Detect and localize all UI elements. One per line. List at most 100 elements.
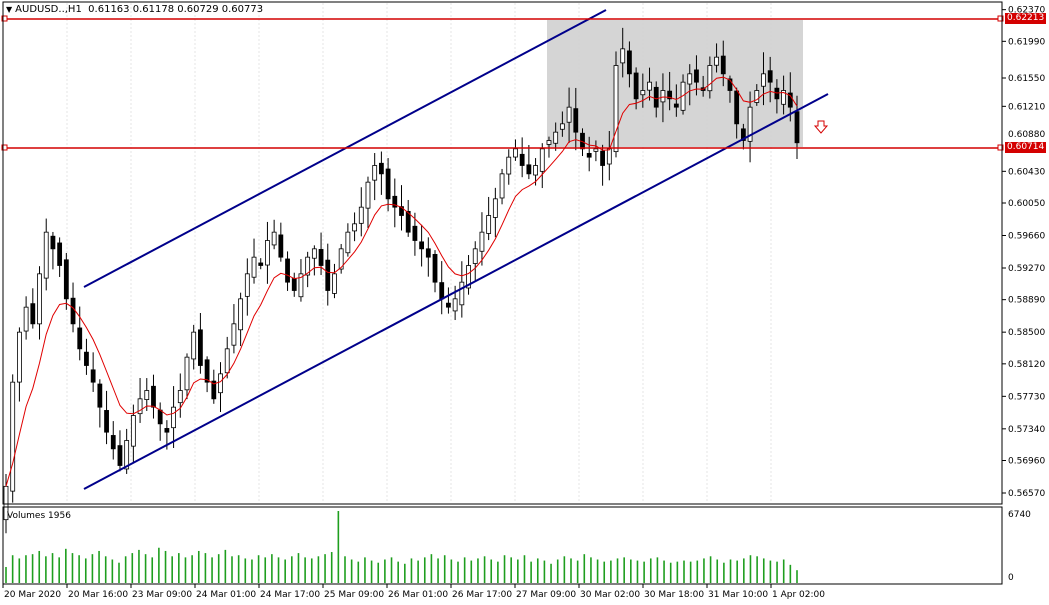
resistance-level-handle-right[interactable] <box>997 15 1004 22</box>
candle <box>586 136 592 172</box>
current-level-handle-right[interactable] <box>997 144 1004 151</box>
candle <box>499 168 505 205</box>
chart-header: ▼ AUDUSD..,H1 0.61163 0.61178 0.60729 0.6… <box>6 4 263 15</box>
candle <box>265 221 270 284</box>
candle <box>238 292 244 347</box>
candlesticks <box>3 27 800 534</box>
candle <box>419 224 425 267</box>
candle <box>63 253 69 310</box>
candle <box>466 255 471 295</box>
time-axis-label: 30 Mar 18:00 <box>644 590 704 600</box>
candle <box>553 122 559 151</box>
time-axis-label: 27 Mar 09:00 <box>516 590 576 600</box>
candle <box>761 52 766 106</box>
candle <box>244 258 250 316</box>
candle <box>372 153 378 201</box>
candle <box>774 79 780 114</box>
candle <box>714 43 719 73</box>
volume-axis-max: 6740 <box>1008 510 1031 520</box>
price-axis-label: 0.56960 <box>1008 457 1045 467</box>
time-axis-label: 24 Mar 01:00 <box>196 590 256 600</box>
price-axis-label: 0.58500 <box>1008 328 1045 338</box>
candle <box>151 374 156 419</box>
candle <box>311 245 317 276</box>
candle <box>285 251 290 291</box>
dropdown-triangle-icon[interactable]: ▼ <box>6 5 13 14</box>
candle <box>754 84 760 106</box>
current-price-label: 0.60714 <box>1005 142 1047 153</box>
candle <box>338 243 344 274</box>
candle <box>620 27 626 78</box>
volume-header: Volumes 1956 <box>7 511 71 521</box>
candle <box>660 73 666 123</box>
candle <box>37 266 42 340</box>
candle <box>104 390 109 445</box>
price-axis: 0.62370 0.61990 0.61550 0.61210 0.60430 0.600… <box>1002 6 1045 499</box>
candle <box>653 81 659 118</box>
candle <box>405 199 411 237</box>
candle <box>177 373 183 418</box>
candle <box>479 212 485 266</box>
candle <box>432 250 438 293</box>
price-axis-label-extra: 0.60880 <box>1008 130 1045 140</box>
candle <box>734 87 740 139</box>
candle <box>378 151 384 195</box>
candle <box>539 143 545 189</box>
time-axis-label: 30 Mar 02:00 <box>580 590 640 600</box>
candle <box>513 139 518 161</box>
candle <box>197 312 203 374</box>
candle <box>117 430 123 472</box>
time-axis-label: 1 Apr 02:00 <box>772 590 825 600</box>
candle <box>57 237 63 277</box>
candle <box>332 263 337 299</box>
candle <box>77 306 83 361</box>
candle <box>218 362 223 413</box>
price-axis-label: 0.57340 <box>1008 425 1045 435</box>
candle <box>747 91 753 163</box>
price-axis-label: 0.60050 <box>1008 199 1045 209</box>
resistance-level-handle-left[interactable] <box>1 15 8 22</box>
candle <box>526 144 532 180</box>
candle <box>633 67 639 110</box>
candle <box>17 327 22 402</box>
main-chart-frame <box>2 1 1003 505</box>
price-axis-label: 0.61210 <box>1008 102 1045 112</box>
candle <box>43 218 49 291</box>
candle <box>318 232 324 276</box>
resistance-price-label: 0.62213 <box>1005 13 1047 24</box>
candle <box>385 158 391 212</box>
candle <box>667 71 673 111</box>
candle <box>325 243 331 306</box>
candle <box>298 259 304 302</box>
price-axis-label: 0.58120 <box>1008 360 1045 370</box>
consolidation-rectangle[interactable] <box>547 20 803 147</box>
candle <box>258 258 264 270</box>
candle <box>251 238 257 284</box>
channel-lower-line[interactable] <box>83 93 829 490</box>
sell-arrow-icon <box>813 120 829 134</box>
candle <box>171 386 176 449</box>
ohlc-values: 0.61163 0.61178 0.60729 0.60773 <box>88 4 264 15</box>
time-axis-label: 24 Mar 17:00 <box>260 590 320 600</box>
price-axis-label: 0.62370 <box>1008 6 1045 16</box>
price-axis-label: 0.56570 <box>1008 489 1045 499</box>
candle <box>23 296 29 340</box>
candle <box>687 64 693 106</box>
candle <box>392 178 398 228</box>
candle <box>184 353 190 400</box>
time-axis-label: 20 Mar 2020 <box>4 590 61 600</box>
candle <box>412 212 418 256</box>
candle <box>593 140 599 162</box>
candle <box>305 251 311 288</box>
current-level-handle-left[interactable] <box>1 144 8 151</box>
candle <box>50 231 56 270</box>
time-axis-label: 20 Mar 16:00 <box>68 590 128 600</box>
candle <box>90 352 96 392</box>
price-axis-label: 0.59270 <box>1008 264 1045 274</box>
candle <box>84 338 89 375</box>
candle <box>211 369 217 404</box>
candle <box>613 51 619 158</box>
time-axis-label: 23 Mar 09:00 <box>132 590 192 600</box>
price-axis-label: 0.57730 <box>1008 392 1045 402</box>
